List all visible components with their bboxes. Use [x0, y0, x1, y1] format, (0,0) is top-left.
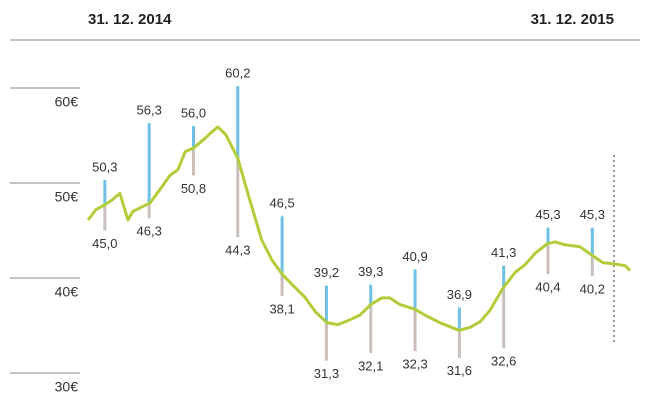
low-label: 45,0 — [92, 236, 117, 251]
high-bar — [590, 227, 594, 256]
high-label: 50,3 — [92, 160, 117, 175]
low-bar — [590, 255, 594, 277]
low-bar — [413, 309, 417, 352]
high-bar — [502, 265, 506, 288]
high-label: 39,2 — [314, 265, 339, 280]
high-bar — [147, 123, 151, 204]
high-bar — [324, 285, 328, 323]
low-bar — [502, 287, 506, 349]
low-bar — [191, 148, 195, 176]
high-bar — [103, 180, 107, 205]
high-label: 46,5 — [269, 196, 294, 211]
high-label: 60,2 — [225, 66, 250, 81]
low-bar — [369, 304, 373, 354]
high-bar — [369, 284, 373, 305]
high-label: 36,9 — [447, 287, 472, 302]
y-tick-label: 50€ — [55, 189, 79, 205]
low-bar — [236, 158, 240, 238]
high-label: 56,0 — [181, 105, 206, 120]
high-bar — [236, 86, 240, 159]
high-bar — [413, 269, 417, 310]
price-line — [86, 125, 632, 332]
low-label: 44,3 — [225, 243, 250, 258]
high-label: 45,3 — [580, 207, 605, 222]
high-label: 39,3 — [358, 264, 383, 279]
high-label: 56,3 — [137, 103, 162, 118]
high-bar — [191, 126, 195, 149]
low-label: 31,3 — [314, 366, 339, 381]
y-tick-label: 40€ — [55, 284, 79, 300]
low-label: 46,3 — [137, 224, 162, 239]
y-tick-label: 60€ — [55, 94, 79, 110]
high-label: 45,3 — [535, 207, 560, 222]
low-label: 32,3 — [402, 357, 427, 372]
high-bar — [457, 307, 461, 331]
high-label: 40,9 — [402, 249, 427, 264]
low-bar — [280, 273, 284, 297]
low-label: 40,4 — [535, 280, 560, 295]
y-tick-label: 30€ — [55, 379, 79, 395]
low-label: 32,6 — [491, 354, 516, 369]
start-date: 31. 12. 2014 — [88, 11, 172, 28]
low-label: 31,6 — [447, 363, 472, 378]
low-bar — [103, 204, 107, 231]
low-bar — [147, 203, 151, 219]
high-bar — [546, 227, 550, 244]
low-label: 38,1 — [269, 301, 294, 316]
low-label: 50,8 — [181, 181, 206, 196]
high-bar — [280, 216, 284, 274]
low-label: 32,1 — [358, 358, 383, 373]
low-bar — [324, 322, 328, 361]
low-label: 40,2 — [580, 282, 605, 297]
low-bar — [457, 330, 461, 358]
high-label: 41,3 — [491, 245, 516, 260]
low-bar — [546, 243, 550, 275]
end-date: 31. 12. 2015 — [531, 11, 614, 28]
